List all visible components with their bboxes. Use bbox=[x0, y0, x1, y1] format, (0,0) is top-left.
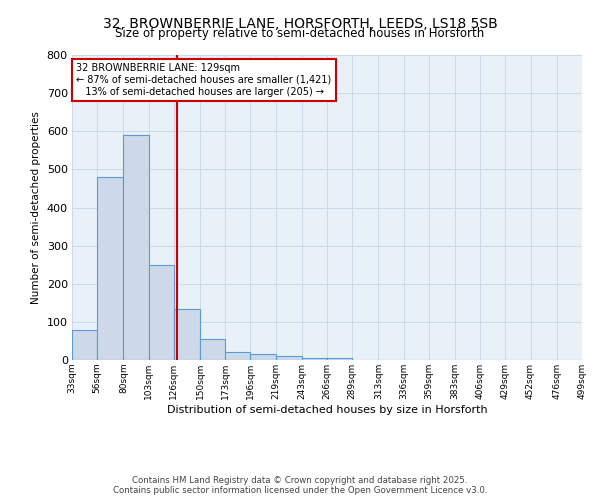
Bar bbox=[97, 177, 124, 360]
Bar bbox=[302, 358, 327, 360]
Text: 32, BROWNBERRIE LANE, HORSFORTH, LEEDS, LS18 5SB: 32, BROWNBERRIE LANE, HORSFORTH, LEEDS, … bbox=[103, 18, 497, 32]
Text: Size of property relative to semi-detached houses in Horsforth: Size of property relative to semi-detach… bbox=[115, 28, 485, 40]
Text: Contains HM Land Registry data © Crown copyright and database right 2025.
Contai: Contains HM Land Registry data © Crown c… bbox=[113, 476, 487, 495]
Y-axis label: Number of semi-detached properties: Number of semi-detached properties bbox=[31, 111, 41, 304]
Text: 32 BROWNBERRIE LANE: 129sqm
← 87% of semi-detached houses are smaller (1,421)
  : 32 BROWNBERRIE LANE: 129sqm ← 87% of sem… bbox=[76, 64, 332, 96]
Bar bbox=[327, 358, 352, 360]
Bar bbox=[200, 339, 225, 360]
X-axis label: Distribution of semi-detached houses by size in Horsforth: Distribution of semi-detached houses by … bbox=[167, 404, 487, 414]
Bar bbox=[275, 356, 302, 360]
Bar bbox=[250, 354, 275, 360]
Bar bbox=[72, 330, 97, 360]
Bar bbox=[225, 352, 250, 360]
Bar bbox=[174, 308, 200, 360]
Bar bbox=[124, 135, 149, 360]
Bar bbox=[149, 264, 174, 360]
